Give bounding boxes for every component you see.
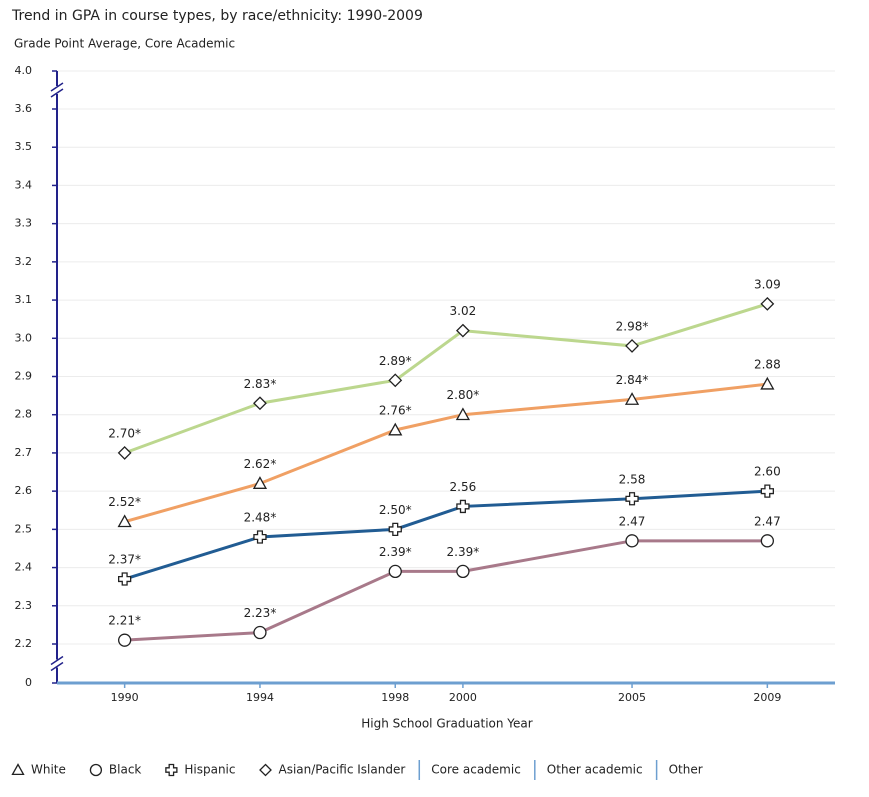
data-point	[253, 530, 267, 544]
legend-label: Black	[109, 763, 142, 777]
y-tick-label: 2.4	[15, 561, 33, 574]
data-label: 3.09	[754, 277, 781, 291]
y-tick-label: 3.1	[15, 293, 33, 306]
data-label: 2.23*	[244, 606, 277, 620]
data-label: 2.37*	[108, 553, 141, 567]
data-label: 2.52*	[108, 495, 141, 509]
data-label: 2.39*	[447, 545, 480, 559]
x-axis-label: High School Graduation Year	[361, 717, 532, 731]
data-label: 2.39*	[379, 545, 412, 559]
data-label: 2.98*	[616, 319, 649, 333]
data-label: 2.50*	[379, 503, 412, 517]
data-label: 2.62*	[244, 457, 277, 471]
data-point	[624, 392, 640, 405]
data-point	[117, 514, 132, 528]
series-line	[124, 382, 768, 524]
data-point	[118, 633, 132, 647]
legend-marker	[89, 763, 103, 777]
tab-link[interactable]: Other	[669, 763, 703, 777]
data-point	[117, 446, 132, 460]
axis-break-gap	[53, 86, 61, 94]
axis-break	[50, 88, 64, 98]
data-point	[388, 564, 402, 579]
data-label: 2.89*	[379, 354, 412, 368]
data-point	[253, 396, 267, 411]
y-tick-label: 3.2	[15, 255, 33, 268]
y-tick-label: 3.0	[15, 331, 33, 344]
x-tick-label: 1990	[111, 691, 139, 704]
y-tick-label: 2.3	[15, 599, 33, 612]
y-tick-label: 3.4	[15, 178, 33, 191]
data-label: 2.83*	[244, 377, 277, 391]
data-label: 2.88	[754, 358, 781, 372]
y-tick-label: 3.6	[15, 102, 33, 115]
x-tick-label: 2009	[753, 691, 781, 704]
series-line	[124, 539, 768, 642]
data-label: 2.70*	[108, 426, 141, 440]
data-label: 2.21*	[108, 614, 141, 628]
data-point	[625, 534, 639, 548]
legend-label: White	[31, 763, 66, 777]
data-label: 2.84*	[616, 373, 649, 387]
data-point	[625, 492, 639, 506]
axis-break-gap	[53, 659, 61, 668]
data-point	[455, 407, 471, 421]
y-tick-label: 0	[25, 676, 32, 689]
series-line	[124, 302, 768, 455]
data-label: 3.02	[450, 304, 477, 318]
data-label: 2.80*	[447, 388, 480, 402]
x-tick-label: 2005	[618, 691, 646, 704]
data-label: 2.47	[754, 514, 781, 528]
tab-link[interactable]: Core academic	[431, 763, 521, 777]
data-label: 2.56	[450, 480, 477, 494]
y-tick-label: 2.9	[15, 370, 33, 383]
y-tick-label: 2.5	[15, 522, 33, 535]
legend-marker	[165, 763, 178, 777]
data-label: 2.47	[619, 514, 646, 528]
y-tick-label: 2.6	[15, 484, 33, 497]
data-point	[456, 499, 470, 514]
y-tick-label: 2.8	[15, 408, 33, 421]
axis-break	[50, 655, 64, 666]
data-label: 2.60	[754, 465, 781, 479]
data-point	[388, 522, 402, 537]
data-label: 2.48*	[244, 511, 277, 525]
chart-subtitle: Grade Point Average, Core Academic	[14, 37, 235, 51]
data-point	[456, 564, 470, 579]
x-tick-label: 1994	[246, 691, 274, 704]
y-tick-label: 3.5	[15, 140, 33, 153]
x-tick-label: 1998	[381, 691, 409, 704]
legend-marker	[11, 763, 25, 776]
data-point	[388, 373, 403, 388]
data-point	[118, 572, 132, 586]
data-point	[252, 476, 268, 489]
data-point	[253, 625, 267, 640]
y-tick-label: 4.0	[15, 64, 33, 77]
data-point	[388, 422, 403, 436]
data-point	[455, 323, 470, 338]
data-point	[760, 296, 775, 311]
axis-break	[50, 82, 64, 92]
x-tick-label: 2000	[449, 691, 477, 704]
y-tick-label: 3.3	[15, 217, 33, 230]
data-label: 2.58	[619, 472, 646, 486]
chart-title: Trend in GPA in course types, by race/et…	[11, 8, 423, 24]
data-point	[760, 534, 774, 548]
y-tick-label: 2.7	[15, 446, 33, 459]
data-label: 2.76*	[379, 404, 412, 418]
y-tick-label: 2.2	[15, 637, 33, 650]
legend-marker	[259, 763, 272, 777]
series-line	[124, 489, 768, 581]
tab-link[interactable]: Other academic	[547, 763, 643, 777]
legend-label: Hispanic	[184, 763, 235, 777]
axis-break	[50, 661, 64, 672]
data-point	[760, 376, 775, 390]
data-point	[625, 339, 639, 353]
data-point	[760, 484, 774, 498]
legend-label: Asian/Pacific Islander	[279, 763, 406, 777]
